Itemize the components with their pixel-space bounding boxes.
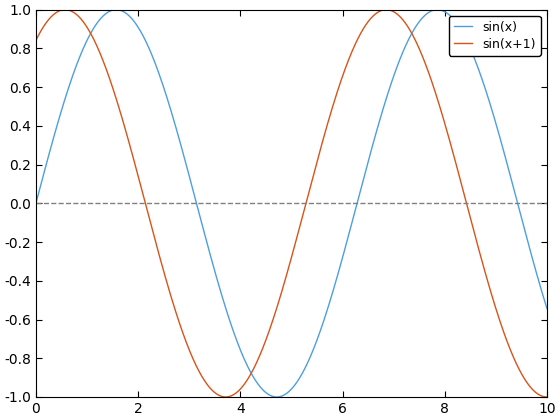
sin(x+1): [32, 38, 39, 43]
sin(x): [113, 7, 119, 12]
sin(x): [529, 257, 536, 262]
sin(x): [32, 201, 39, 206]
sin(x): [544, 306, 550, 311]
sin(x+1): [529, 387, 536, 392]
sin(x+1): [62, 7, 68, 12]
Line: sin(x+1): sin(x+1): [36, 10, 547, 397]
sin(x): [268, 393, 274, 398]
Legend: sin(x), sin(x+1): sin(x), sin(x+1): [449, 16, 541, 56]
sin(x+1): [59, 8, 66, 13]
Line: sin(x): sin(x): [36, 10, 547, 397]
sin(x+1): [222, 394, 229, 399]
sin(x): [282, 392, 288, 397]
sin(x+1): [529, 387, 536, 392]
sin(x): [529, 256, 536, 261]
sin(x+1): [436, 101, 442, 106]
sin(x): [59, 106, 66, 111]
sin(x+1): [544, 394, 550, 399]
sin(x): [273, 394, 280, 399]
sin(x): [436, 7, 442, 12]
sin(x+1): [268, 322, 275, 327]
sin(x+1): [282, 278, 288, 283]
